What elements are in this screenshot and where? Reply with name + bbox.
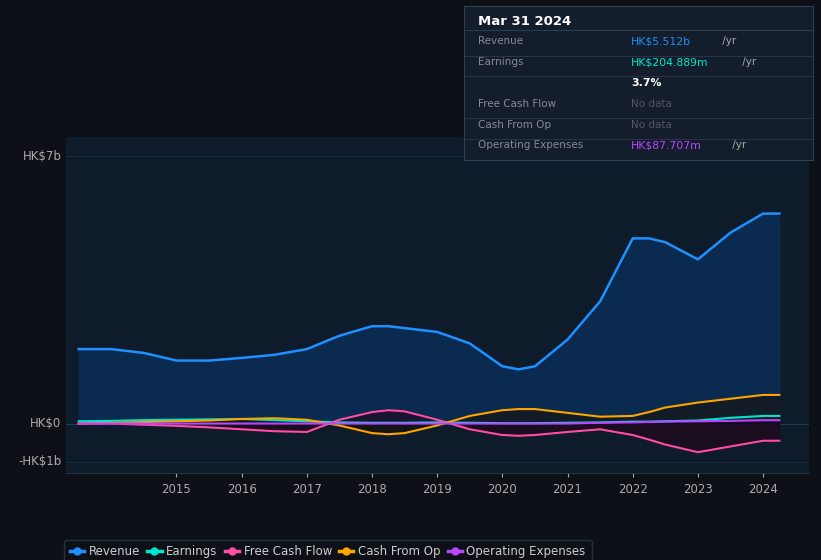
Text: 3.7%: 3.7% bbox=[631, 78, 662, 88]
Text: HK$0: HK$0 bbox=[30, 417, 62, 430]
Text: Operating Expenses: Operating Expenses bbox=[478, 141, 583, 150]
Text: Earnings: Earnings bbox=[478, 57, 523, 67]
Text: HK$7b: HK$7b bbox=[23, 150, 62, 163]
Text: /yr: /yr bbox=[739, 57, 756, 67]
Text: /yr: /yr bbox=[729, 141, 746, 150]
Text: -HK$1b: -HK$1b bbox=[18, 455, 62, 468]
Text: HK$5.512b: HK$5.512b bbox=[631, 36, 691, 46]
Text: Free Cash Flow: Free Cash Flow bbox=[478, 99, 556, 109]
Text: No data: No data bbox=[631, 120, 672, 129]
Text: Revenue: Revenue bbox=[478, 36, 523, 46]
Text: HK$87.707m: HK$87.707m bbox=[631, 141, 702, 150]
Text: /yr: /yr bbox=[719, 36, 736, 46]
Legend: Revenue, Earnings, Free Cash Flow, Cash From Op, Operating Expenses: Revenue, Earnings, Free Cash Flow, Cash … bbox=[64, 540, 592, 560]
Text: HK$204.889m: HK$204.889m bbox=[631, 57, 709, 67]
Text: Mar 31 2024: Mar 31 2024 bbox=[478, 15, 571, 28]
Text: No data: No data bbox=[631, 99, 672, 109]
Text: Cash From Op: Cash From Op bbox=[478, 120, 551, 129]
